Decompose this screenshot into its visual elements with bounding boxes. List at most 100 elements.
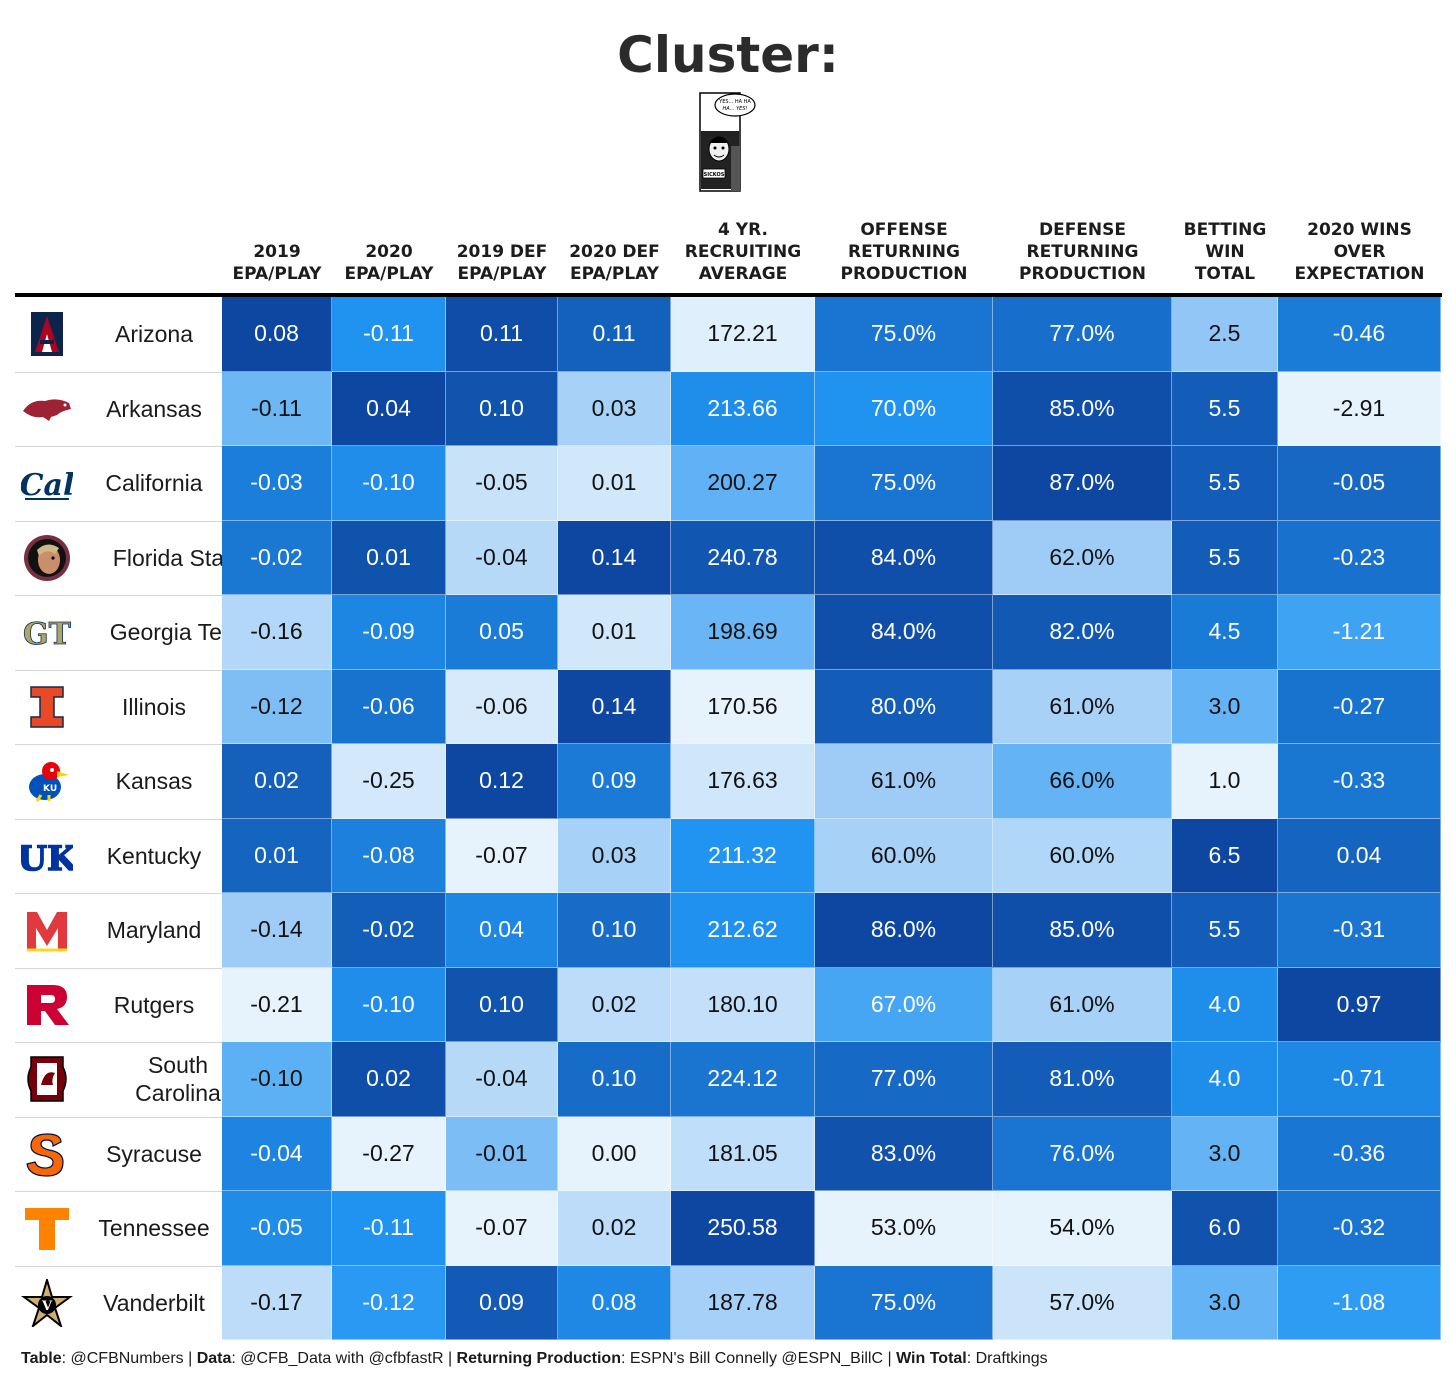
cell-win_total: 5.5 xyxy=(1172,371,1278,446)
cell-def2020: 0.02 xyxy=(558,967,671,1042)
cell-def_ret: 61.0% xyxy=(993,967,1172,1042)
row-divider xyxy=(15,446,222,447)
cell-def_ret: 60.0% xyxy=(993,818,1172,893)
cell-recruit: 212.62 xyxy=(671,893,815,968)
cell-wins_over: -0.71 xyxy=(1278,1042,1441,1117)
column-header-line: 2020 DEF xyxy=(569,242,660,262)
cell-epa2019: -0.21 xyxy=(222,967,332,1042)
arkansas-logo-icon xyxy=(23,398,71,421)
column-header-win_total: BETTING WIN TOTAL xyxy=(1172,207,1278,293)
cell-def2020: 0.14 xyxy=(558,669,671,744)
cell-win_total: 4.0 xyxy=(1172,1042,1278,1117)
footer-win-label: Win Total xyxy=(896,1350,967,1367)
cell-def_ret: 76.0% xyxy=(993,1116,1172,1191)
column-header-line: PRODUCTION xyxy=(840,264,968,284)
table-row: V Vanderbilt -0.17 -0.12 0.09 0.08 187.78 75.0%… xyxy=(15,1265,1442,1340)
cell-def2019: 0.09 xyxy=(446,1265,558,1340)
row-divider xyxy=(15,371,222,373)
cell-recruit: 180.10 xyxy=(671,967,815,1042)
table-row: GT Georgia Tech -0.16 -0.09 0.05 0.01 198.69 84… xyxy=(15,595,1442,670)
cell-win_total: 2.5 xyxy=(1172,297,1278,372)
column-header-line: EPA/PLAY xyxy=(457,264,547,284)
cell-def2019: -0.04 xyxy=(446,1042,558,1117)
tennessee-logo-icon xyxy=(25,1208,69,1250)
cell-epa2019: -0.11 xyxy=(222,371,332,446)
cell-epa2020: -0.06 xyxy=(332,669,446,744)
column-header-recruit: 4 YR. RECRUITING AVERAGE xyxy=(671,207,815,293)
cell-epa2019: -0.03 xyxy=(222,446,332,521)
cell-epa2019: -0.10 xyxy=(222,1042,332,1117)
cell-off_ret: 70.0% xyxy=(815,371,993,446)
cell-def2019: 0.10 xyxy=(446,967,558,1042)
cell-def_ret: 57.0% xyxy=(993,1265,1172,1340)
cell-recruit: 200.27 xyxy=(671,446,815,521)
column-header-off_ret: OFFENSE RETURNING PRODUCTION xyxy=(815,207,993,293)
cell-def2020: 0.10 xyxy=(558,1042,671,1117)
footer-win-value: : Draftkings xyxy=(966,1350,1048,1367)
table-row: Arkansas -0.11 0.04 0.10 0.03 213.66 70.0% 85.0… xyxy=(15,371,1442,446)
cell-wins_over: 0.04 xyxy=(1278,818,1441,893)
cell-def2019: 0.05 xyxy=(446,595,558,670)
cell-recruit: 170.56 xyxy=(671,669,815,744)
column-header-line: RETURNING xyxy=(1026,242,1139,262)
cell-off_ret: 53.0% xyxy=(815,1191,993,1266)
column-header-line: EXPECTATION xyxy=(1294,264,1425,284)
cell-epa2019: -0.02 xyxy=(222,520,332,595)
footer-table-label: Table xyxy=(21,1350,62,1367)
cell-def2019: 0.04 xyxy=(446,893,558,968)
table-row: Maryland -0.14 -0.02 0.04 0.10 212.62 86.0% 85.… xyxy=(15,893,1442,968)
row-divider xyxy=(15,669,222,671)
cell-off_ret: 75.0% xyxy=(815,297,993,372)
cell-def2020: 0.14 xyxy=(558,520,671,595)
cell-win_total: 5.5 xyxy=(1172,520,1278,595)
page-title: Cluster: xyxy=(617,26,839,84)
kentucky-logo-icon: UK xyxy=(21,838,73,880)
cell-def_ret: 87.0% xyxy=(993,446,1172,521)
cell-epa2019: -0.12 xyxy=(222,669,332,744)
column-header-line: 4 YR. xyxy=(718,220,768,240)
cell-wins_over: -0.27 xyxy=(1278,669,1441,744)
row-divider xyxy=(15,1042,222,1043)
cell-win_total: 6.0 xyxy=(1172,1191,1278,1266)
row-divider xyxy=(15,744,222,745)
georgia-tech-logo-icon: GT xyxy=(23,617,72,653)
cell-def2019: -0.01 xyxy=(446,1116,558,1191)
footer-table-value: : @CFBNumbers | xyxy=(61,1350,197,1367)
cell-wins_over: -0.36 xyxy=(1278,1116,1441,1191)
table-row: Rutgers -0.21 -0.10 0.10 0.02 180.10 67.0% 61.0… xyxy=(15,967,1442,1042)
table-row: KU Kansas 0.02 -0.25 0.12 0.09 176.63 61.0% 66.0… xyxy=(15,744,1442,819)
table-row: Illinois -0.12 -0.06 -0.06 0.14 170.56 80.0% 61… xyxy=(15,669,1442,744)
column-header-line: 2019 DEF xyxy=(456,242,548,262)
column-header-line: RETURNING xyxy=(848,242,960,262)
row-divider xyxy=(15,893,222,894)
column-header-epa2019: 2019 EPA/PLAY xyxy=(222,207,332,293)
header-rule xyxy=(15,293,1442,297)
cell-def2020: 0.01 xyxy=(558,446,671,521)
california-logo-icon: Cal xyxy=(21,468,73,503)
rutgers-logo-icon xyxy=(27,984,69,1025)
cell-recruit: 181.05 xyxy=(671,1116,815,1191)
cell-def2020: 0.09 xyxy=(558,744,671,819)
cell-epa2020: -0.10 xyxy=(332,967,446,1042)
cell-wins_over: -0.33 xyxy=(1278,744,1441,819)
cell-win_total: 3.0 xyxy=(1172,1265,1278,1340)
cell-def2020: 0.11 xyxy=(558,297,671,372)
cell-def_ret: 62.0% xyxy=(993,520,1172,595)
cell-def2019: 0.10 xyxy=(446,371,558,446)
cell-off_ret: 67.0% xyxy=(815,967,993,1042)
cell-epa2019: -0.16 xyxy=(222,595,332,670)
team-name: Arizona xyxy=(115,321,193,348)
south-carolina-logo-icon xyxy=(27,1056,67,1102)
comic-sign-text: SICKOS xyxy=(704,172,725,178)
cell-def2019: 0.11 xyxy=(446,297,558,372)
cell-win_total: 5.5 xyxy=(1172,446,1278,521)
cell-epa2019: -0.05 xyxy=(222,1191,332,1266)
comic-speech-line-1: YES... HA HA xyxy=(718,99,751,105)
row-divider xyxy=(15,1265,222,1267)
cell-epa2020: -0.11 xyxy=(332,297,446,372)
cell-epa2020: -0.09 xyxy=(332,595,446,670)
table-row: Cal California -0.03 -0.10 -0.05 0.01 200.27 75… xyxy=(15,446,1442,521)
cell-epa2020: -0.25 xyxy=(332,744,446,819)
syracuse-logo-icon xyxy=(26,1132,64,1177)
svg-text:GT: GT xyxy=(23,617,72,652)
